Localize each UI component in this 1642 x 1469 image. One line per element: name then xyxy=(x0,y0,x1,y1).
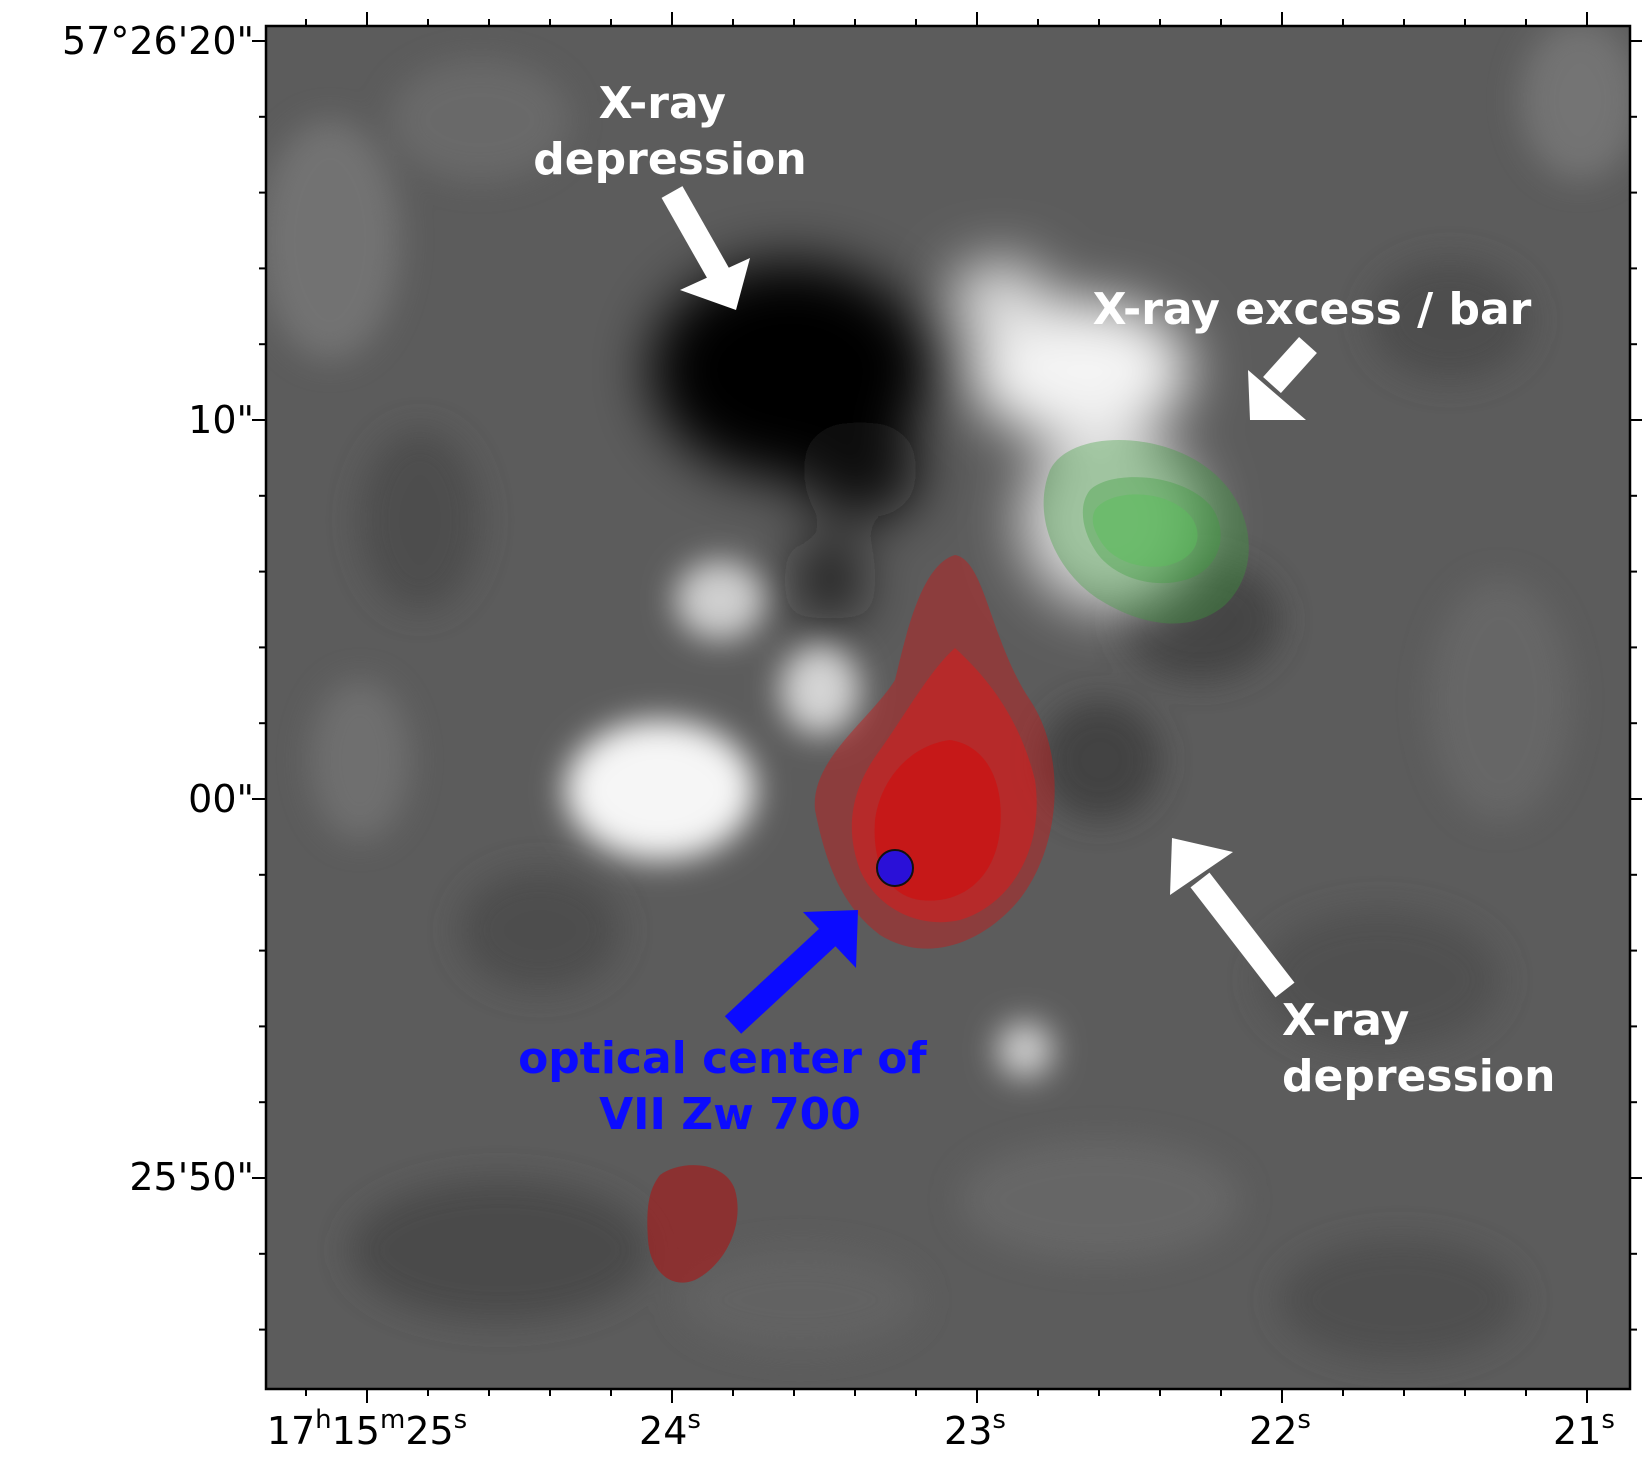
green-contour-outer xyxy=(1043,440,1249,624)
label-depression-top-line1: X-ray xyxy=(599,78,726,129)
green-contours xyxy=(1043,440,1249,624)
label-optical-center-line1: optical center of xyxy=(518,1033,927,1084)
green-contour-inner xyxy=(1092,494,1198,567)
y-tick-label: 25'50" xyxy=(129,1155,254,1199)
arrow-depression-top xyxy=(661,186,750,310)
optical-center-marker xyxy=(876,849,914,887)
x-tick-label: 23s xyxy=(944,1405,1006,1453)
annotation-arrows xyxy=(661,186,1317,1034)
label-depression-right-line2: depression xyxy=(1282,1051,1555,1102)
y-tick-label: 57°26'20" xyxy=(62,19,254,63)
y-axis-labels: 57°26'20" 10" 00" 25'50" xyxy=(62,19,254,1199)
label-optical-center-line2: VII Zw 700 xyxy=(599,1089,861,1140)
label-depression-right-line1: X-ray xyxy=(1282,995,1409,1046)
green-contour-middle xyxy=(1082,477,1221,584)
axis-ticks xyxy=(252,12,1642,1403)
y-tick-label: 10" xyxy=(188,398,254,442)
label-xray-excess: X-ray excess / bar xyxy=(1093,284,1532,335)
arrow-excess xyxy=(1248,336,1317,420)
axes-frame xyxy=(264,24,1632,1391)
label-depression-right: X-ray depression xyxy=(1282,995,1555,1102)
grayscale-xray-residual-image xyxy=(266,26,1630,1389)
x-tick-label: 24s xyxy=(639,1405,701,1453)
x-tick-label: 21s xyxy=(1553,1405,1615,1453)
label-optical-center: optical center of VII Zw 700 xyxy=(518,1033,942,1140)
y-tick-label: 00" xyxy=(188,777,254,821)
arrow-depression-right xyxy=(1170,838,1295,998)
x-tick-label: 17h15m25s xyxy=(267,1405,467,1453)
red-contour-southwest xyxy=(647,1165,738,1283)
x-tick-label: 22s xyxy=(1249,1405,1311,1453)
label-depression-top-line2: depression xyxy=(533,134,806,185)
arrow-optical-center xyxy=(724,910,858,1034)
label-depression-top: X-ray depression xyxy=(533,78,806,185)
x-axis-labels: 17h15m25s 24s 23s 22s 21s xyxy=(267,1405,1615,1453)
